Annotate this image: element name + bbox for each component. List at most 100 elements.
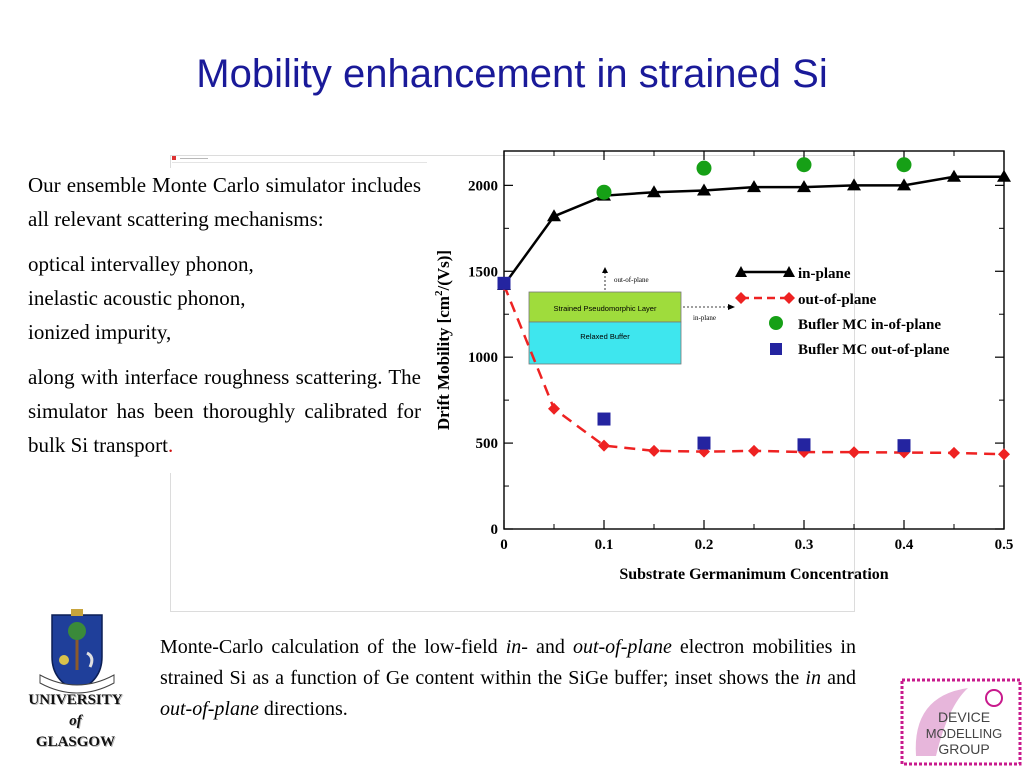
inset-strained-label: Strained Pseudomorphic Layer [554, 304, 657, 313]
x-tick-label: 0.4 [895, 537, 914, 553]
x-tick-labels: 0 0.1 0.2 0.3 0.4 0.5 [500, 537, 1013, 553]
x-axis-label: Substrate Germanimum Concentration [619, 566, 888, 583]
caption-part-3: directions. [258, 698, 348, 720]
inset-up-arrow-head [602, 267, 608, 273]
university-name: UNIVERSITY of GLASGOW [18, 690, 133, 753]
legend-label-in-plane: in-plane [798, 266, 851, 282]
crest-salmon [86, 651, 94, 668]
frame-header-mark [172, 156, 176, 160]
data-point-series-3 [597, 412, 611, 426]
dmg-atom-icon [985, 689, 1003, 707]
legend-label-bufler-in: Bufler MC in-of-plane [798, 317, 941, 333]
slide-title: Mobility enhancement in strained Si [196, 52, 828, 96]
crest-motto-scroll [39, 674, 115, 694]
x-tick-label: 0.2 [695, 537, 714, 553]
crest-tree-top [68, 622, 86, 640]
data-point-series-2 [796, 157, 812, 173]
legend-marker-out-of-plane-2 [783, 292, 795, 304]
mechanism-optical-phonon: optical intervalley phonon, [28, 252, 254, 276]
university-line-2: of [69, 713, 82, 729]
body-paragraph-calibration: along with interface roughness scatterin… [28, 360, 421, 462]
university-crest-logo [39, 609, 115, 694]
legend-marker-bufler-out [770, 343, 782, 355]
inset-buffer-label: Relaxed Buffer [580, 332, 630, 341]
y-tick-label: 500 [476, 436, 499, 452]
legend-marker-in-plane-2 [783, 266, 795, 277]
university-line-1: UNIVERSITY [28, 692, 123, 708]
inset-side-arrow-head [728, 304, 735, 310]
dmg-swoosh [915, 688, 968, 756]
dmg-line-1: DEVICE [938, 709, 990, 725]
caption-and-1: and [527, 636, 573, 658]
inset-relaxed-buffer [528, 321, 682, 365]
calibration-text: along with interface roughness scatterin… [28, 365, 421, 457]
series-layer [497, 157, 1011, 461]
data-point-series-1 [948, 446, 960, 459]
x-tick-label: 0.1 [595, 537, 614, 553]
data-point-series-1 [748, 444, 760, 457]
legend-label-out-of-plane: out-of-plane [798, 292, 877, 308]
inset-out-of-plane-label: out-of-plane [614, 276, 649, 284]
frame-header-line [180, 158, 208, 159]
data-point-series-1 [648, 444, 660, 457]
data-point-series-2 [896, 157, 912, 173]
data-point-series-3 [497, 276, 511, 290]
y-tick-label: 1000 [468, 350, 498, 366]
data-point-series-0 [697, 183, 711, 196]
data-point-series-0 [647, 185, 661, 198]
figure-caption: Monte-Carlo calculation of the low-field… [160, 632, 856, 725]
data-point-series-1 [848, 446, 860, 459]
body-paragraph-intro: Our ensemble Monte Carlo simulator inclu… [28, 173, 421, 231]
data-point-series-0 [847, 178, 861, 191]
inset-diagram: Strained Pseudomorphic Layer Relaxed Buf… [528, 267, 735, 365]
legend: in-plane out-of-plane Bufler MC in-of-pl… [735, 266, 950, 358]
series-line-0 [502, 175, 1004, 286]
inset-in-plane-label: in-plane [693, 314, 716, 322]
data-point-series-3 [797, 438, 811, 452]
data-point-series-2 [596, 184, 612, 200]
figure-frame-header [172, 156, 427, 163]
legend-marker-in-plane [735, 266, 747, 277]
caption-in-term: in- [505, 636, 528, 658]
legend-marker-bufler-in [769, 316, 783, 330]
inset-strained-layer [528, 291, 682, 323]
crest-book [71, 609, 83, 616]
x-tick-label: 0.3 [795, 537, 814, 553]
caption-in-term-2: in [805, 667, 821, 689]
x-tick-label: 0 [500, 537, 508, 553]
mechanism-acoustic-phonon: inelastic acoustic phonon, [28, 286, 246, 310]
caption-and-2: and [820, 667, 856, 689]
dmg-line-2: MODELLING [926, 726, 1003, 741]
legend-label-bufler-out: Bufler MC out-of-plane [798, 342, 950, 358]
legend-marker-out-of-plane [735, 292, 747, 304]
y-axis-label: Drift Mobility [cm2/(Vs)] [433, 250, 453, 430]
data-point-series-1 [598, 439, 610, 452]
data-point-series-1 [548, 402, 560, 415]
body-text: Our ensemble Monte Carlo simulator inclu… [28, 168, 421, 473]
data-point-series-3 [697, 436, 711, 450]
caption-part-1: Monte-Carlo calculation of the low-field [160, 636, 506, 658]
data-point-series-2 [696, 160, 712, 176]
y-tick-label: 2000 [468, 178, 498, 194]
caption-out-of-plane-term: out-of-plane [572, 636, 672, 658]
university-line-3: GLASGOW [35, 734, 116, 750]
caption-out-of-plane-term-2: out-of-plane [160, 698, 259, 720]
mechanism-ionized-impurity: ionized impurity, [28, 320, 172, 344]
y-tick-label: 1500 [468, 264, 498, 280]
data-point-series-0 [897, 178, 911, 191]
final-period: . [168, 433, 174, 457]
caption-part-2: electron mobilities in strained Si as a … [160, 636, 856, 689]
y-tick-labels: 0 500 1000 1500 2000 [468, 178, 498, 538]
data-point-series-0 [947, 169, 961, 182]
y-tick-label: 0 [491, 522, 499, 538]
data-point-series-0 [547, 209, 561, 222]
data-point-series-0 [797, 180, 811, 193]
data-point-series-3 [897, 439, 911, 453]
data-point-series-1 [998, 448, 1010, 461]
device-modelling-group-logo: DEVICE MODELLING GROUP [900, 678, 1022, 766]
crest-bell [59, 655, 69, 665]
mobility-chart: 0 0.1 0.2 0.3 0.4 0.5 0 500 1000 1500 2000 Substr… [433, 150, 1013, 583]
data-point-series-0 [747, 180, 761, 193]
data-point-series-0 [997, 169, 1011, 182]
dmg-line-3: GROUP [938, 741, 989, 757]
